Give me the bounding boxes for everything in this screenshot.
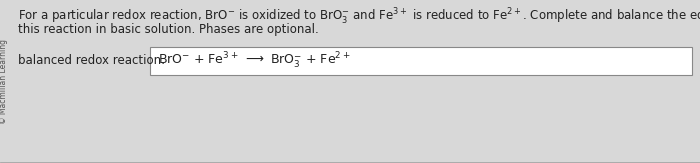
Bar — [150, 47, 692, 75]
Text: © Macmillan Learning: © Macmillan Learning — [0, 38, 8, 124]
Text: For a particular redox reaction, BrO$^{-}$ is oxidized to BrO$_{3}^{-}$ and Fe$^: For a particular redox reaction, BrO$^{-… — [18, 7, 700, 27]
Text: this reaction in basic solution. Phases are optional.: this reaction in basic solution. Phases … — [18, 23, 318, 36]
Text: balanced redox reaction:: balanced redox reaction: — [18, 54, 165, 67]
Text: BrO$^{-}$ + Fe$^{3+}$ $\longrightarrow$ BrO$_{3}^{-}$ + Fe$^{2+}$: BrO$^{-}$ + Fe$^{3+}$ $\longrightarrow$ … — [158, 51, 351, 71]
